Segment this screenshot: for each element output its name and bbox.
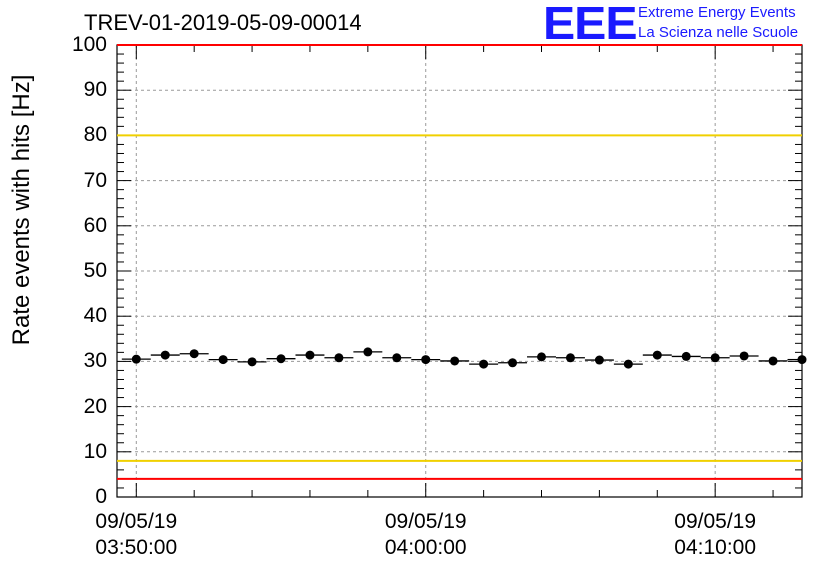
data-point bbox=[247, 357, 257, 367]
x-tick-label: 09/05/19 03:50:00 bbox=[66, 509, 206, 561]
x-tick-label: 09/05/19 04:00:00 bbox=[356, 509, 496, 561]
logo-line-1: Extreme Energy Events bbox=[638, 4, 796, 21]
data-point bbox=[334, 353, 344, 363]
data-point bbox=[131, 354, 141, 364]
data-point bbox=[594, 355, 604, 365]
y-tick-label: 20 bbox=[83, 394, 107, 418]
y-tick-label: 80 bbox=[83, 123, 107, 147]
data-point bbox=[392, 353, 402, 363]
data-point bbox=[768, 356, 778, 366]
x-tick-time: 04:10:00 bbox=[674, 536, 757, 559]
y-tick-label: 40 bbox=[83, 304, 107, 328]
data-point bbox=[797, 355, 807, 365]
chart-title: TREV-01-2019-05-09-00014 bbox=[84, 10, 362, 35]
x-tick-date: 09/05/19 bbox=[384, 510, 467, 533]
data-point bbox=[623, 359, 633, 369]
x-tick-label: 09/05/19 04:10:00 bbox=[645, 509, 785, 561]
y-tick-label: 0 bbox=[95, 485, 107, 508]
logo-line-2: La Scienza nelle Scuole bbox=[638, 24, 799, 41]
y-tick-label: 10 bbox=[83, 439, 107, 463]
data-point bbox=[218, 355, 228, 365]
x-tick-date: 09/05/19 bbox=[674, 510, 757, 533]
data-point bbox=[189, 349, 199, 359]
data-point bbox=[479, 359, 489, 369]
data-point bbox=[681, 351, 691, 361]
data-point bbox=[305, 350, 315, 360]
data-point bbox=[421, 355, 431, 365]
y-tick-label: 90 bbox=[83, 78, 107, 102]
data-point bbox=[537, 352, 547, 362]
data-point bbox=[565, 353, 575, 363]
eee-logo: EEE bbox=[543, 0, 638, 49]
y-tick-label: 100 bbox=[71, 33, 107, 56]
data-point bbox=[160, 350, 170, 360]
y-tick-label: 30 bbox=[83, 349, 107, 373]
y-axis-label: Rate events with hits [Hz] bbox=[8, 74, 35, 346]
x-tick-time: 04:00:00 bbox=[384, 536, 467, 559]
y-tick-label: 60 bbox=[83, 213, 107, 237]
data-point bbox=[363, 347, 373, 357]
data-point bbox=[710, 353, 720, 363]
data-point bbox=[739, 351, 749, 361]
y-tick-label: 50 bbox=[83, 259, 107, 282]
data-point bbox=[450, 356, 460, 366]
data-point bbox=[652, 350, 662, 360]
data-point bbox=[508, 358, 518, 368]
data-point bbox=[276, 354, 286, 364]
x-tick-date: 09/05/19 bbox=[95, 510, 178, 533]
x-tick-time: 03:50:00 bbox=[95, 536, 178, 559]
y-tick-label: 70 bbox=[83, 168, 107, 192]
